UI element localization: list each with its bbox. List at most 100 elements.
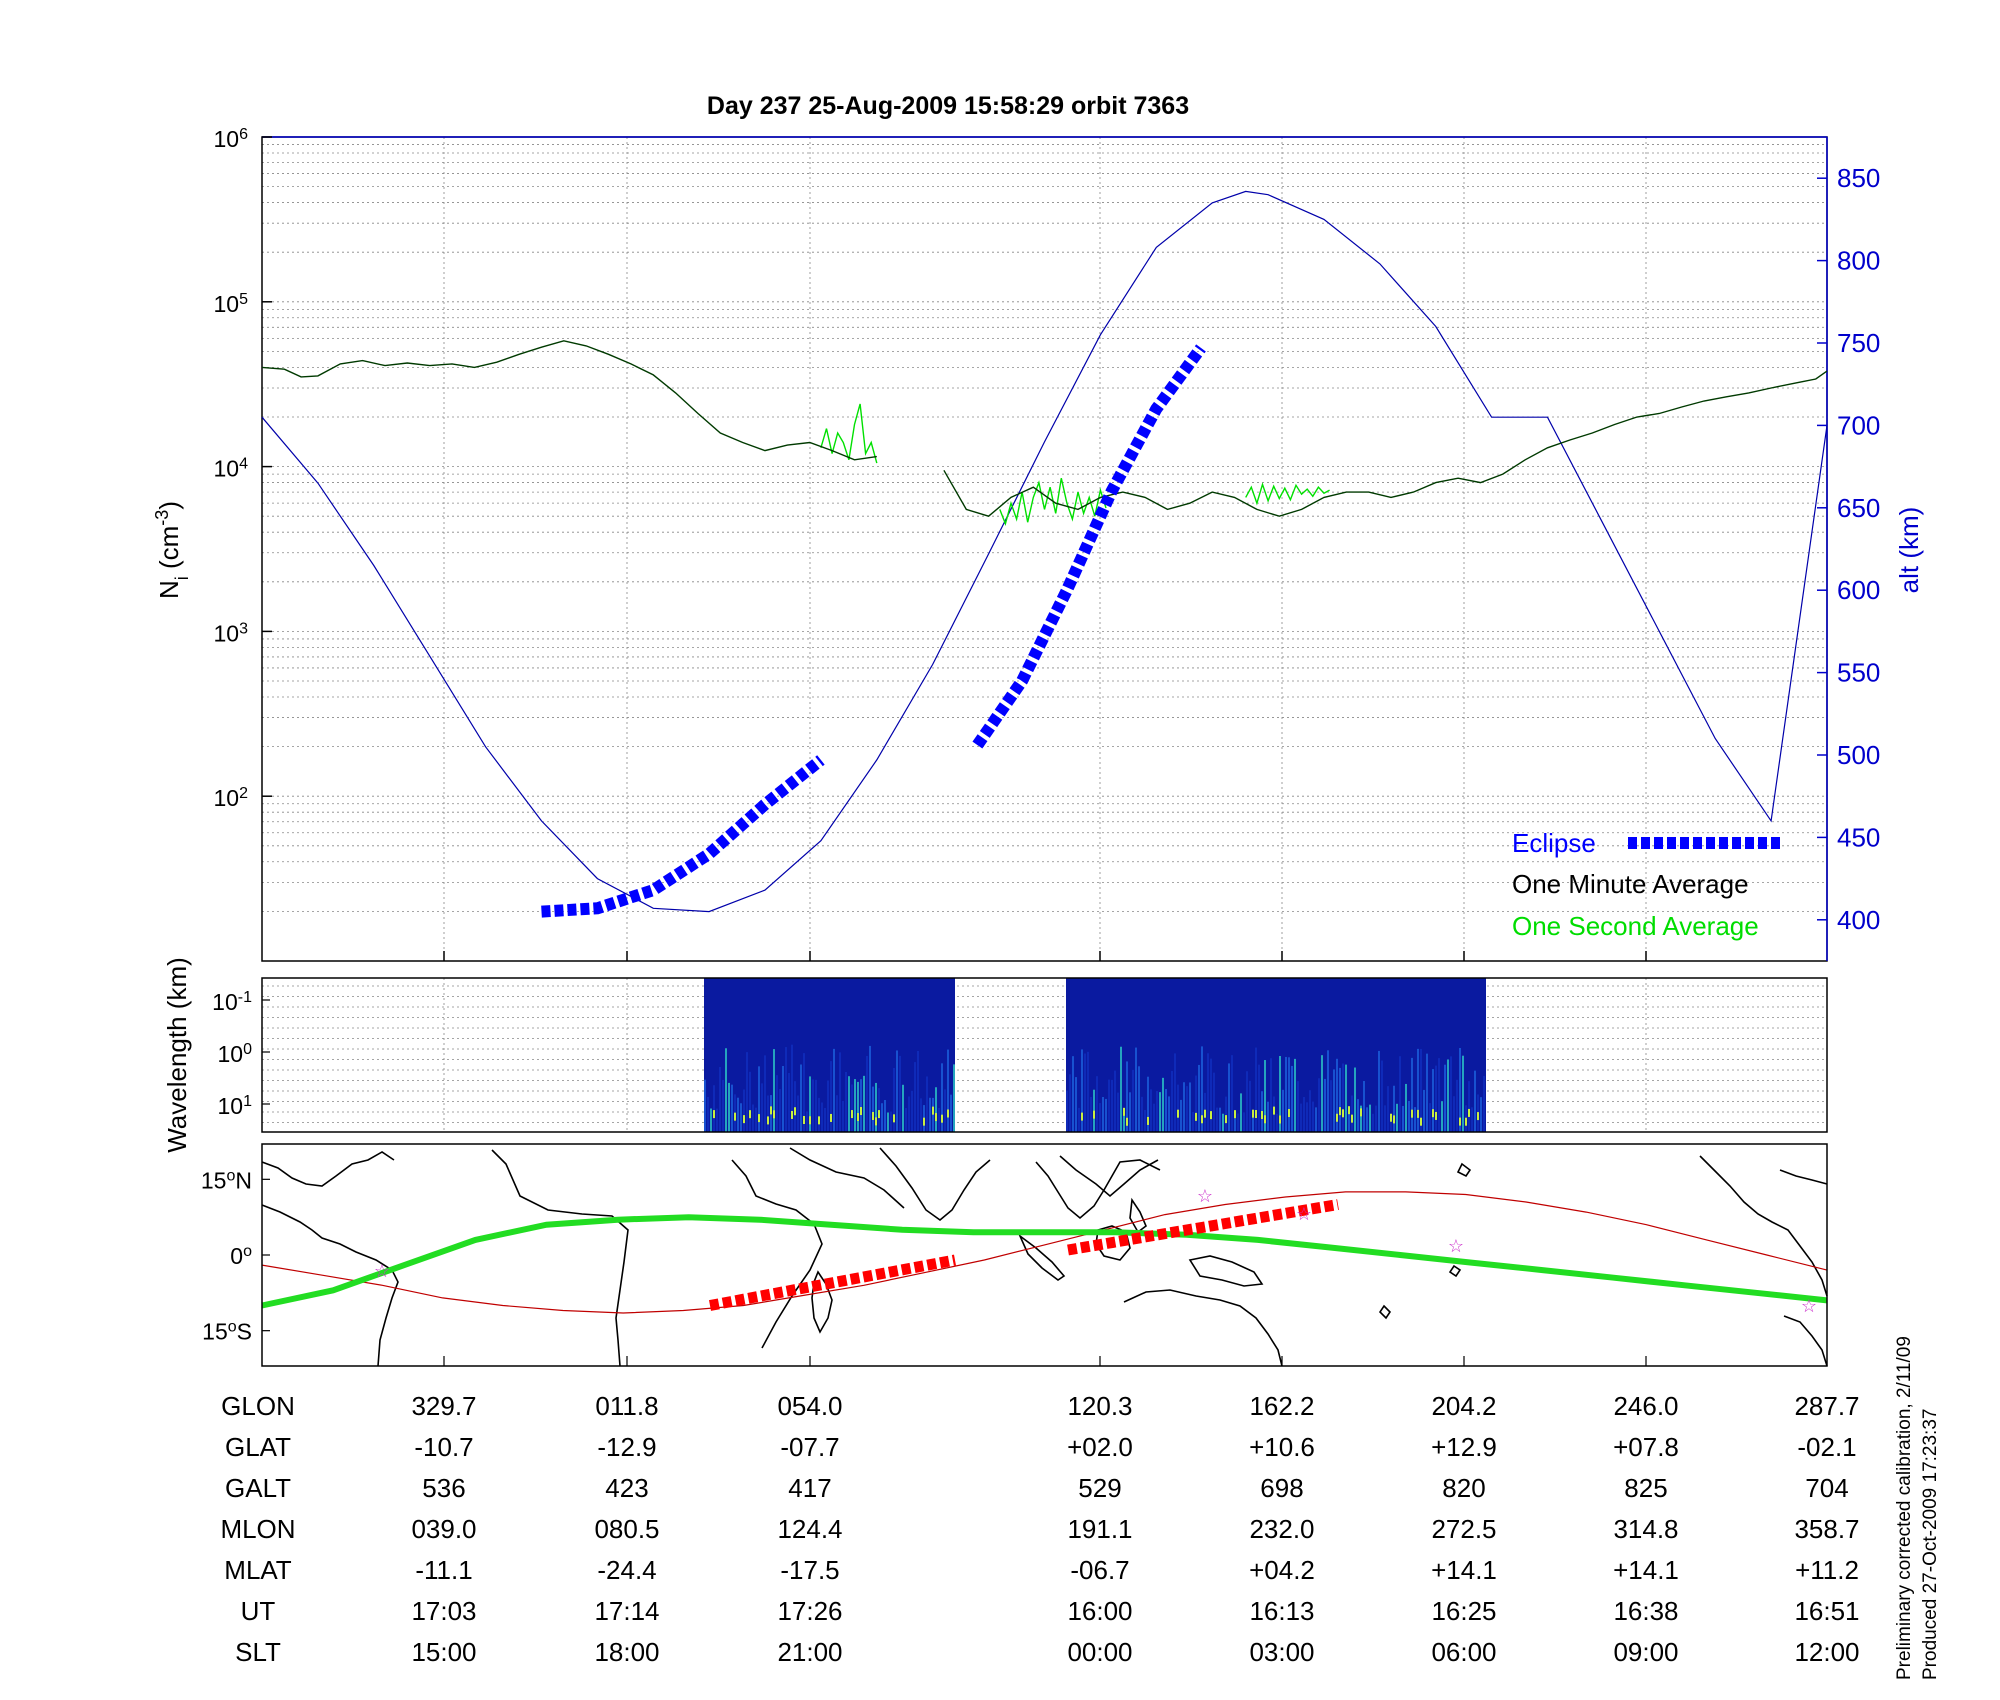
spectrogram-stripe (1459, 1047, 1461, 1132)
spectrogram-stripe (1105, 1098, 1107, 1132)
spectrogram-stripe (1330, 1080, 1332, 1132)
spectrogram-hotspot (1390, 1113, 1392, 1122)
coast-australia (1123, 1289, 1283, 1367)
spectrogram-stripe (1354, 1067, 1356, 1132)
spectrogram-stripe (809, 1076, 811, 1132)
spectrogram-block-2-texture (1066, 1046, 1485, 1132)
panel2-frame (261, 977, 1828, 1133)
table-cell: +14.1 (1431, 1555, 1497, 1585)
spectrogram-stripe (1357, 1099, 1359, 1132)
spectrogram-stripe (1402, 1105, 1404, 1132)
spectrogram-stripe (1192, 1111, 1194, 1132)
spectrogram-hotspot (872, 1111, 874, 1120)
spectrogram-hotspot (1351, 1114, 1353, 1123)
spectrogram-stripe (1228, 1063, 1230, 1132)
table-row-label: GLON (221, 1391, 295, 1421)
table-cell: 329.7 (411, 1391, 476, 1421)
spectrogram-stripe (1108, 1079, 1110, 1132)
table-cell: 272.5 (1431, 1514, 1496, 1544)
coast-new-guinea (1188, 1255, 1264, 1287)
spectrogram-hotspot (941, 1114, 943, 1123)
spectrogram-stripe (1282, 1089, 1284, 1132)
spectrogram-hotspot (1204, 1109, 1206, 1118)
y-tick-label-right: 600 (1837, 575, 1880, 605)
spectrogram-stripe (1351, 1095, 1353, 1132)
spectrogram-stripe (935, 1087, 937, 1132)
table-row-label: MLON (220, 1514, 295, 1544)
spectrogram-stripe (899, 1055, 901, 1132)
spectrogram-stripe (1138, 1066, 1140, 1132)
spectrogram (704, 978, 1486, 1132)
spectrogram-hotspot (1459, 1117, 1461, 1126)
spectrogram-stripe (908, 1096, 910, 1132)
spectrogram-stripe (1069, 1074, 1071, 1132)
spectrogram-stripe (1462, 1055, 1464, 1132)
panel3-y-tick-label: 15oN (201, 1167, 252, 1194)
spectrogram-hotspot (1468, 1108, 1470, 1117)
spectrogram-stripe (1072, 1056, 1074, 1132)
spectrogram-stripe (1345, 1064, 1347, 1132)
spectrogram-stripe (1231, 1055, 1233, 1132)
spectrogram-stripe (1129, 1092, 1131, 1132)
spectrogram-stripe (1297, 1081, 1299, 1132)
panel2-grid (262, 978, 1827, 1132)
table-row-label: GALT (225, 1473, 291, 1503)
table-row-label: MLAT (224, 1555, 292, 1585)
star-marker-3: ☆ (1296, 1204, 1312, 1224)
spectrogram-stripe (758, 1066, 760, 1132)
table-cell: 232.0 (1249, 1514, 1314, 1544)
table-cell: 080.5 (594, 1514, 659, 1544)
spectrogram-stripe (1123, 1113, 1125, 1132)
table-cell: 358.7 (1794, 1514, 1859, 1544)
spectrogram-stripe (1423, 1089, 1425, 1132)
spectrogram-stripe (1210, 1058, 1212, 1132)
spectrogram-stripe (737, 1097, 739, 1132)
spectrogram-hotspot (1360, 1108, 1362, 1117)
spectrogram-stripe (1303, 1097, 1305, 1132)
orbit-table: GLON GLAT GALT MLON MLAT UT SLT 329.7 -10.7 536 03… (220, 1391, 1859, 1667)
spectrogram-stripe (1114, 1070, 1116, 1132)
spectrogram-stripe (1198, 1064, 1200, 1132)
spectrogram-hotspot (932, 1106, 934, 1115)
spectrogram-stripe (1309, 1090, 1311, 1132)
coast-india (879, 1147, 991, 1222)
spectrogram-hotspot (1432, 1109, 1434, 1118)
spectrogram-stripe (1087, 1051, 1089, 1132)
panel1-right-ticks: 400 450 500 550 600 650 700 750 800 850 (1817, 163, 1880, 935)
coast-east-asia (1059, 1155, 1159, 1198)
spectrogram-stripe (1396, 1103, 1398, 1132)
table-cell: 287.7 (1794, 1391, 1859, 1421)
table-cell: -02.1 (1797, 1432, 1856, 1462)
spectrogram-hotspot (1234, 1110, 1236, 1119)
legend-eclipse-label: Eclipse (1512, 828, 1596, 858)
star-marker-4: ☆ (1448, 1236, 1464, 1256)
spectrogram-stripe (866, 1055, 868, 1132)
spectrogram-stripe (854, 1079, 856, 1132)
spectrogram-stripe (755, 1107, 757, 1132)
spectrogram-stripe (722, 1079, 724, 1132)
table-cell: 18:00 (594, 1637, 659, 1667)
spectrogram-stripe (1447, 1059, 1449, 1132)
y-axis-label-right: alt (km) (1894, 507, 1924, 594)
spectrogram-stripe (1180, 1099, 1182, 1132)
table-cell: 698 (1260, 1473, 1303, 1503)
table-cell: 21:00 (777, 1637, 842, 1667)
spectrogram-stripe (1327, 1050, 1329, 1132)
table-cell: -10.7 (414, 1432, 473, 1462)
spectrogram-stripe (716, 1108, 718, 1132)
panel2-y-tick-label: 100 (218, 1041, 253, 1068)
spectrogram-stripe (1294, 1058, 1296, 1132)
one-minute-average-line (943, 370, 1828, 517)
spectrogram-hotspot (1225, 1115, 1227, 1124)
star-marker-5: ☆ (1801, 1296, 1817, 1316)
spectrogram-stripe (1405, 1083, 1407, 1132)
table-cell: +10.6 (1249, 1432, 1315, 1462)
legend-minute-label: One Minute Average (1512, 869, 1749, 899)
table-cell: 536 (422, 1473, 465, 1503)
spectrogram-block-1 (704, 978, 955, 1132)
spectrogram-stripe (1474, 1070, 1476, 1132)
spectrogram-stripe (785, 1047, 787, 1132)
spectrogram-stripe (800, 1064, 802, 1132)
table-cell: -11.1 (415, 1555, 472, 1585)
